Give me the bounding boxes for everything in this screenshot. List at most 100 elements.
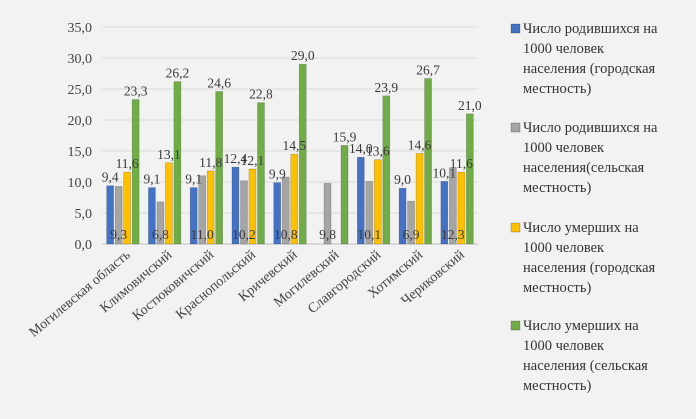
bar <box>281 176 290 245</box>
data-label: 12,4 <box>224 151 248 166</box>
bar <box>424 78 432 245</box>
data-label: 12,3 <box>441 227 465 242</box>
bar <box>407 200 415 245</box>
legend-label: населения(сельская <box>523 160 645 176</box>
bar <box>231 166 240 245</box>
data-label: 11,6 <box>450 156 473 171</box>
bar <box>382 95 391 245</box>
legend-label: 1000 человек <box>523 338 605 354</box>
legend: Число родившихся на 1000 человек населения… <box>510 21 658 394</box>
bars <box>106 63 474 245</box>
data-label: 14,0 <box>349 141 373 156</box>
y-tick-label: 0,0 <box>75 238 93 253</box>
data-label: 9,1 <box>143 172 160 187</box>
bar <box>257 102 265 245</box>
x-tick-label: Славгородский <box>305 247 384 317</box>
data-label: 26,7 <box>416 62 440 77</box>
bar <box>189 187 198 245</box>
legend-label: Число умерших на <box>523 220 639 236</box>
data-label: 10,1 <box>357 227 381 242</box>
bar <box>106 185 114 245</box>
data-label: 9,9 <box>269 167 286 182</box>
data-label: 24,6 <box>207 75 231 90</box>
data-label: 10,2 <box>232 227 256 242</box>
data-label: 10,1 <box>433 165 457 180</box>
bar <box>148 187 156 245</box>
data-label: 23,9 <box>374 80 398 95</box>
legend-label: местность) <box>523 378 592 394</box>
bar <box>173 81 182 245</box>
bar <box>240 180 248 245</box>
data-label: 29,0 <box>291 48 315 63</box>
legend-label: местность) <box>523 180 592 196</box>
legend-label: населения (городская <box>523 260 656 276</box>
bar <box>298 63 307 245</box>
bar <box>165 162 173 245</box>
y-tick-label: 25,0 <box>68 83 93 98</box>
data-labels: 9,4 9,1 9,1 12,4 9,9 14,0 9,0 10,1 9,3 6,8 11,0 10,… <box>102 48 482 242</box>
data-label: 9,3 <box>110 227 127 242</box>
data-label: 14,6 <box>408 137 432 152</box>
y-tick-label: 20,0 <box>68 114 93 129</box>
bar <box>123 171 131 245</box>
legend-label: местность) <box>523 280 592 296</box>
bar <box>273 182 282 245</box>
bar <box>357 156 365 245</box>
y-tick-label: 35,0 <box>68 21 93 36</box>
bar <box>323 182 332 245</box>
data-label: 6,8 <box>152 227 169 242</box>
bar <box>415 153 424 245</box>
data-label: 11,6 <box>116 156 139 171</box>
bar <box>466 113 474 245</box>
bar <box>131 99 140 245</box>
legend-swatch <box>510 23 521 34</box>
legend-swatch <box>510 320 521 331</box>
y-tick-label: 5,0 <box>75 207 93 222</box>
legend-label: Число умерших на <box>523 318 639 334</box>
data-label: 14,5 <box>282 138 306 153</box>
bar <box>440 181 449 245</box>
data-label: 23,3 <box>124 84 148 99</box>
bar <box>114 186 123 245</box>
legend-label: 1000 человек <box>523 240 605 256</box>
legend-label: населения (сельская <box>523 358 648 374</box>
legend-swatch <box>510 222 521 233</box>
data-label: 11,0 <box>191 227 214 242</box>
bar <box>248 168 257 245</box>
y-tick-label: 30,0 <box>68 52 93 67</box>
data-label: 10,8 <box>274 227 298 242</box>
bar <box>365 181 374 245</box>
legend-label: местность) <box>523 81 592 97</box>
bar <box>398 187 407 245</box>
legend-swatch <box>510 122 521 133</box>
x-axis: Могилевская областьКлимовичскийКостюкови… <box>27 247 468 340</box>
data-label: 11,8 <box>199 155 222 170</box>
legend-label: населения (городская <box>523 61 656 77</box>
legend-label: 1000 человек <box>523 41 605 57</box>
data-label: 9,1 <box>185 172 202 187</box>
bar <box>290 153 299 245</box>
bar <box>457 171 466 245</box>
data-label: 26,2 <box>166 66 190 81</box>
data-label: 6,9 <box>403 227 420 242</box>
data-label: 15,9 <box>333 129 357 144</box>
data-label: 13,1 <box>157 147 181 162</box>
data-label: 9,0 <box>394 172 411 187</box>
data-label: 9,4 <box>102 170 119 185</box>
bar <box>206 170 215 245</box>
data-label: 22,8 <box>249 87 273 102</box>
data-label: 12,1 <box>241 153 265 168</box>
bar <box>156 201 165 245</box>
legend-label: Число родившихся на <box>523 21 658 37</box>
gridlines <box>102 26 478 245</box>
data-label: 21,0 <box>458 98 482 113</box>
y-tick-label: 10,0 <box>68 176 93 191</box>
legend-label: Число родившихся на <box>523 120 658 136</box>
bar <box>340 145 349 245</box>
bar <box>449 167 457 245</box>
y-axis: 0,0 5,0 10,0 15,0 20,0 25,0 30,0 35,0 <box>68 21 93 253</box>
bar <box>215 91 223 245</box>
bar <box>198 175 206 245</box>
y-tick-label: 15,0 <box>68 145 93 160</box>
